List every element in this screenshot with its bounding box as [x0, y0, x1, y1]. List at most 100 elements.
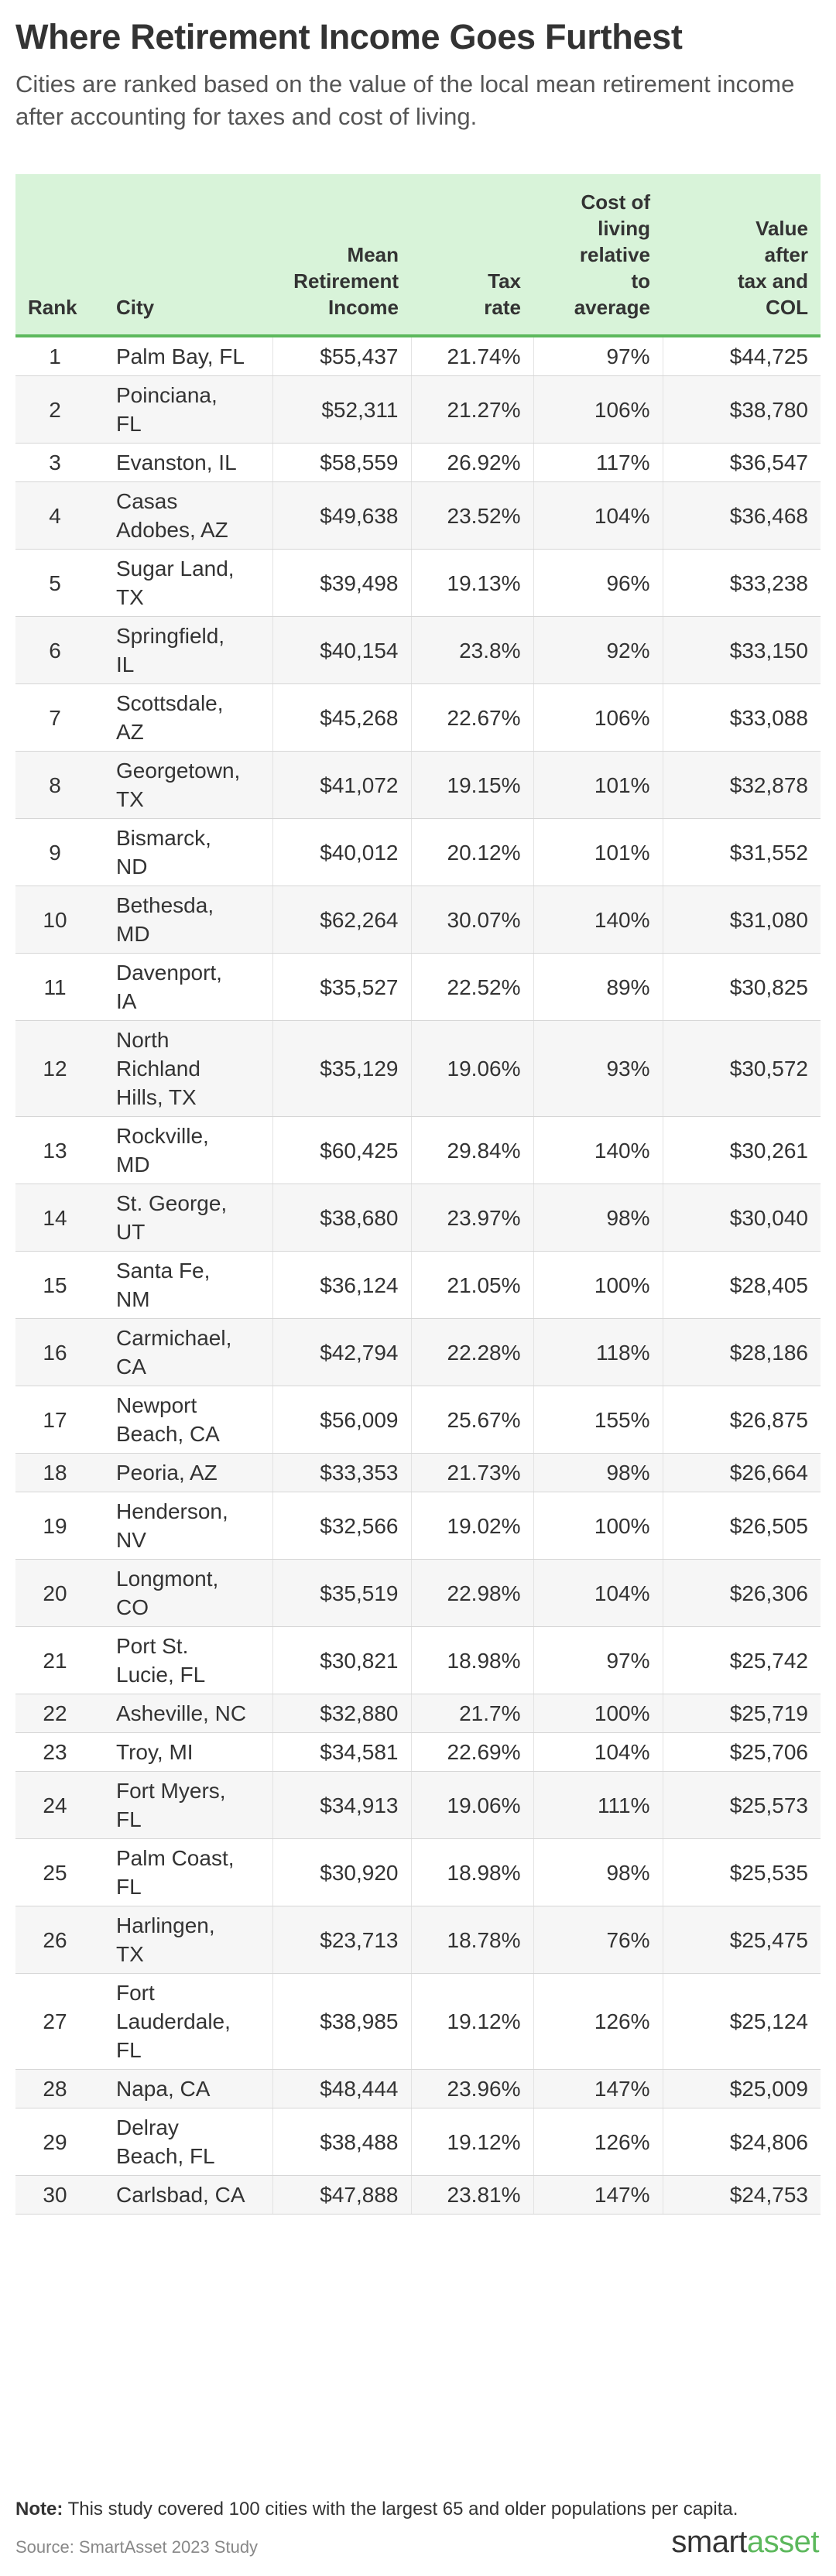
ranking-table: Rank City Mean Retirement Income Tax rate C…	[15, 174, 821, 2215]
column-header-line: tax and	[737, 269, 808, 293]
city-cell: Henderson, NV	[94, 1492, 272, 1560]
cost-of-living-cell: 100%	[533, 1694, 663, 1733]
cost-of-living-cell: 126%	[533, 2108, 663, 2176]
tax-rate-cell: 23.8%	[410, 616, 533, 684]
city-cell: Georgetown, TX	[94, 751, 272, 819]
city-cell: Peoria, AZ	[94, 1453, 272, 1492]
chart-subtitle: Cities are ranked based on the value of …	[15, 70, 795, 130]
city-name-line: CO	[116, 1595, 149, 1619]
city-name-line: Adobes, AZ	[116, 518, 228, 542]
cost-of-living-cell: 117%	[533, 443, 663, 482]
table-row: 22 Asheville, NC $32,880 21.7% 100% $25,719	[15, 1694, 821, 1733]
rank-cell: 28	[15, 2069, 94, 2108]
city-name-line: Hills, TX	[116, 1085, 197, 1109]
table-row: 2 Poinciana, FL $52,311 21.27% 106% $38,780	[15, 375, 821, 444]
cost-of-living-cell: 100%	[533, 1251, 663, 1319]
city-name-line: Richland	[116, 1057, 200, 1081]
value-after-cell: $33,150	[662, 616, 821, 684]
column-header-line: Tax	[488, 269, 521, 293]
column-header-line: COL	[766, 296, 808, 319]
mean-income-cell: $52,311	[272, 375, 411, 444]
mean-income-cell: $45,268	[272, 683, 411, 752]
value-after-cell: $33,088	[662, 683, 821, 752]
cost-of-living-cell: 106%	[533, 683, 663, 752]
mean-income-cell: $38,680	[272, 1184, 411, 1252]
tax-rate-cell: 22.69%	[410, 1732, 533, 1772]
city-name-line: MD	[116, 1153, 150, 1177]
table-row: 21 Port St. Lucie, FL $30,821 18.98% 97% $25,7…	[15, 1626, 821, 1694]
rank-cell: 2	[15, 375, 94, 444]
city-cell: Asheville, NC	[94, 1694, 272, 1733]
tax-rate-cell: 21.05%	[410, 1251, 533, 1319]
value-after-cell: $33,238	[662, 549, 821, 617]
city-cell: Palm Coast, FL	[94, 1838, 272, 1906]
cost-of-living-cell: 147%	[533, 2069, 663, 2108]
city-cell: Scottsdale, AZ	[94, 683, 272, 752]
city-cell: Bismarck, ND	[94, 818, 272, 886]
column-header-value-after: Value after tax and COL	[663, 174, 821, 337]
tax-rate-cell: 22.67%	[410, 683, 533, 752]
cost-of-living-cell: 76%	[533, 1906, 663, 1974]
table-row: 27 Fort Lauderdale, FL $38,985 19.12% 126% $25,…	[15, 1973, 821, 2070]
mean-income-cell: $40,154	[272, 616, 411, 684]
cost-of-living-cell: 118%	[533, 1318, 663, 1386]
tax-rate-cell: 22.98%	[410, 1559, 533, 1627]
value-after-cell: $25,719	[662, 1694, 821, 1733]
rank-cell: 17	[15, 1386, 94, 1454]
city-cell: Napa, CA	[94, 2069, 272, 2108]
table-row: 23 Troy, MI $34,581 22.69% 104% $25,706	[15, 1732, 821, 1772]
table-row: 17 Newport Beach, CA $56,009 25.67% 155% $26,8…	[15, 1386, 821, 1454]
tax-rate-cell: 21.73%	[410, 1453, 533, 1492]
rank-cell: 18	[15, 1453, 94, 1492]
source-line: Source: SmartAsset 2023 Study	[15, 2537, 259, 2557]
city-cell: Fort Lauderdale, FL	[94, 1973, 272, 2070]
table-row: 3 Evanston, IL $58,559 26.92% 117% $36,547	[15, 443, 821, 482]
city-name-line: AZ	[116, 720, 144, 744]
city-cell: Longmont, CO	[94, 1559, 272, 1627]
city-name-line: Lauderdale,	[116, 2009, 231, 2033]
city-name-line: NM	[116, 1287, 150, 1311]
value-after-cell: $30,572	[662, 1020, 821, 1117]
cost-of-living-cell: 155%	[533, 1386, 663, 1454]
rank-cell: 20	[15, 1559, 94, 1627]
cost-of-living-cell: 101%	[533, 751, 663, 819]
cost-of-living-cell: 104%	[533, 481, 663, 550]
tax-rate-cell: 18.98%	[410, 1626, 533, 1694]
city-name-line: North	[116, 1028, 170, 1052]
mean-income-cell: $35,519	[272, 1559, 411, 1627]
mean-income-cell: $30,920	[272, 1838, 411, 1906]
rank-cell: 30	[15, 2175, 94, 2215]
value-after-cell: $31,552	[662, 818, 821, 886]
city-name-line: Bethesda,	[116, 893, 214, 917]
mean-income-cell: $38,985	[272, 1973, 411, 2070]
mean-income-cell: $34,913	[272, 1771, 411, 1839]
rank-cell: 14	[15, 1184, 94, 1252]
rank-cell: 22	[15, 1694, 94, 1733]
cost-of-living-cell: 93%	[533, 1020, 663, 1117]
footnote-text: This study covered 100 cities with the l…	[67, 2499, 738, 2519]
rank-cell: 23	[15, 1732, 94, 1772]
cost-of-living-cell: 104%	[533, 1732, 663, 1772]
column-header-line: relative	[579, 243, 650, 266]
city-name-line: Fort	[116, 1981, 155, 2005]
table-row: 4 Casas Adobes, AZ $49,638 23.52% 104% $36,468	[15, 481, 821, 550]
tax-rate-cell: 21.74%	[410, 336, 533, 376]
table-row: 11 Davenport, IA $35,527 22.52% 89% $30,825	[15, 953, 821, 1021]
city-name-line: Carmichael,	[116, 1326, 232, 1350]
city-name-line: IA	[116, 989, 137, 1013]
city-cell: Delray Beach, FL	[94, 2108, 272, 2176]
city-name-line: Palm Coast,	[116, 1846, 235, 1870]
cost-of-living-cell: 104%	[533, 1559, 663, 1627]
value-after-cell: $24,753	[662, 2175, 821, 2215]
tax-rate-cell: 23.96%	[410, 2069, 533, 2108]
city-name-line: Fort Myers,	[116, 1779, 226, 1803]
column-header-line: Cost of	[581, 190, 650, 214]
city-name-line: Rockville,	[116, 1124, 209, 1148]
value-after-cell: $28,186	[662, 1318, 821, 1386]
value-after-cell: $26,875	[662, 1386, 821, 1454]
tax-rate-cell: 25.67%	[410, 1386, 533, 1454]
city-name-line: St. George,	[116, 1191, 228, 1215]
city-name-line: Beach, FL	[116, 2144, 215, 2168]
tax-rate-cell: 19.06%	[410, 1020, 533, 1117]
logo-part-asset: asset	[746, 2525, 820, 2559]
